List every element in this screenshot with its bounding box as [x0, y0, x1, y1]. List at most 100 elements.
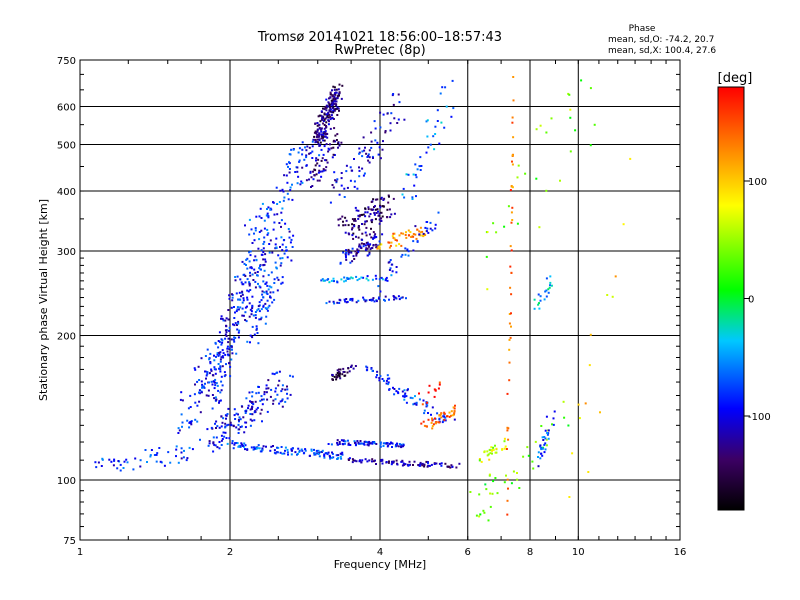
data-point	[119, 469, 122, 472]
data-point	[489, 492, 492, 495]
data-point	[354, 206, 357, 209]
data-point	[391, 270, 394, 273]
data-point	[256, 271, 259, 273]
data-point	[196, 404, 199, 407]
data-point	[315, 159, 317, 162]
data-point	[308, 454, 311, 457]
data-point	[213, 366, 216, 369]
data-point	[244, 306, 247, 309]
data-point	[334, 140, 337, 143]
data-point	[547, 429, 550, 432]
data-point	[344, 224, 347, 227]
data-point	[248, 260, 251, 263]
data-point	[213, 359, 216, 362]
data-point	[360, 238, 363, 241]
data-point	[393, 298, 395, 301]
data-point	[549, 275, 552, 278]
data-point	[230, 345, 233, 348]
data-point	[492, 448, 495, 451]
data-point	[274, 398, 277, 401]
data-point	[150, 449, 153, 451]
data-point	[222, 319, 225, 322]
data-point	[378, 146, 381, 149]
data-point	[210, 368, 213, 371]
data-point	[405, 395, 408, 398]
data-point	[244, 421, 247, 424]
data-point	[331, 89, 333, 92]
data-point	[325, 132, 328, 135]
data-point	[345, 256, 347, 259]
data-point	[175, 445, 178, 448]
data-point	[390, 241, 393, 244]
data-point	[326, 136, 329, 139]
data-point	[357, 214, 360, 217]
data-point	[220, 425, 223, 428]
data-point	[180, 413, 183, 416]
data-point	[229, 375, 232, 378]
data-point	[358, 151, 361, 154]
data-point	[480, 460, 483, 463]
data-point	[381, 458, 384, 461]
data-point	[368, 251, 371, 254]
y-tick-label: 400	[57, 187, 76, 198]
data-point	[262, 258, 265, 261]
data-point	[320, 148, 323, 151]
data-point	[417, 464, 420, 466]
data-point	[487, 519, 490, 522]
data-point	[323, 139, 326, 142]
data-point	[290, 448, 293, 451]
data-point	[266, 284, 269, 287]
data-point	[296, 182, 299, 185]
data-point	[225, 363, 227, 366]
data-point	[271, 251, 274, 254]
data-point	[370, 208, 373, 211]
data-point	[177, 427, 180, 430]
data-point	[202, 386, 205, 389]
data-point	[361, 150, 364, 153]
data-point	[175, 455, 177, 458]
data-point	[319, 141, 322, 144]
data-point	[407, 250, 410, 253]
grid	[80, 60, 680, 540]
data-point	[282, 239, 285, 242]
data-point	[257, 444, 260, 447]
data-point	[392, 236, 395, 239]
data-point	[421, 230, 424, 233]
data-point	[393, 388, 396, 390]
data-point	[313, 452, 316, 455]
colorbar-tick-label: 0	[748, 295, 754, 306]
data-point	[376, 198, 379, 201]
data-point	[291, 449, 293, 452]
data-point	[279, 264, 282, 267]
data-point	[392, 386, 394, 389]
data-point	[323, 127, 326, 130]
data-point	[377, 153, 380, 156]
data-point	[323, 456, 326, 459]
data-point	[248, 391, 251, 394]
data-point	[281, 388, 284, 391]
data-point	[437, 387, 440, 390]
data-point	[255, 408, 258, 411]
data-point	[274, 387, 277, 390]
data-point	[503, 437, 506, 440]
data-point	[221, 384, 224, 387]
data-point	[237, 413, 239, 416]
data-point	[380, 276, 383, 279]
data-point	[309, 152, 312, 155]
data-point	[253, 447, 256, 450]
data-point	[370, 236, 373, 239]
data-point	[350, 169, 353, 172]
data-point	[361, 442, 364, 445]
data-point	[339, 217, 342, 220]
data-point	[415, 237, 418, 240]
data-point	[362, 213, 365, 216]
data-point	[318, 135, 321, 138]
data-point	[545, 189, 548, 192]
data-point	[398, 387, 401, 390]
data-point	[357, 217, 360, 220]
data-point	[317, 449, 320, 452]
data-point	[335, 97, 338, 100]
data-point	[353, 180, 356, 183]
data-point	[336, 439, 339, 442]
data-point	[379, 126, 382, 129]
